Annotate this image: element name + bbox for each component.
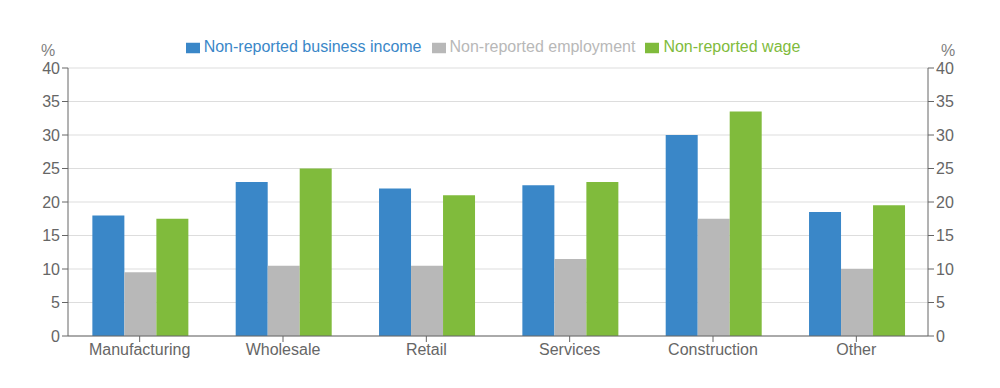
- svg-text:40: 40: [936, 60, 954, 77]
- svg-text:Other: Other: [836, 341, 877, 358]
- svg-text:35: 35: [42, 93, 60, 110]
- svg-text:15: 15: [936, 227, 954, 244]
- svg-text:Retail: Retail: [406, 341, 447, 358]
- svg-text:10: 10: [936, 261, 954, 278]
- html-text:Non-reported employment: Non-reported employment: [449, 38, 636, 55]
- svg-text:35: 35: [936, 93, 954, 110]
- svg-text:40: 40: [42, 60, 60, 77]
- svg-text:Wholesale: Wholesale: [246, 341, 321, 358]
- svg-text:0: 0: [936, 328, 945, 345]
- svg-text:Manufacturing: Manufacturing: [89, 341, 190, 358]
- svg-text:%: %: [41, 42, 55, 59]
- svg-text:5: 5: [51, 294, 60, 311]
- svg-text:15: 15: [42, 227, 60, 244]
- svg-text:25: 25: [936, 160, 954, 177]
- html-text:Non-reported wage: Non-reported wage: [663, 38, 801, 55]
- html-text:Non-reported business income: Non-reported business income: [203, 38, 422, 55]
- svg-text:30: 30: [42, 127, 60, 144]
- svg-text:Services: Services: [539, 341, 600, 358]
- svg-text:20: 20: [936, 194, 954, 211]
- svg-text:0: 0: [51, 328, 60, 345]
- svg-text:5: 5: [936, 294, 945, 311]
- svg-text:%: %: [941, 42, 955, 59]
- svg-text:Construction: Construction: [668, 341, 758, 358]
- svg-text:25: 25: [42, 160, 60, 177]
- svg-text:30: 30: [936, 127, 954, 144]
- svg-text:20: 20: [42, 194, 60, 211]
- svg-text:10: 10: [42, 261, 60, 278]
